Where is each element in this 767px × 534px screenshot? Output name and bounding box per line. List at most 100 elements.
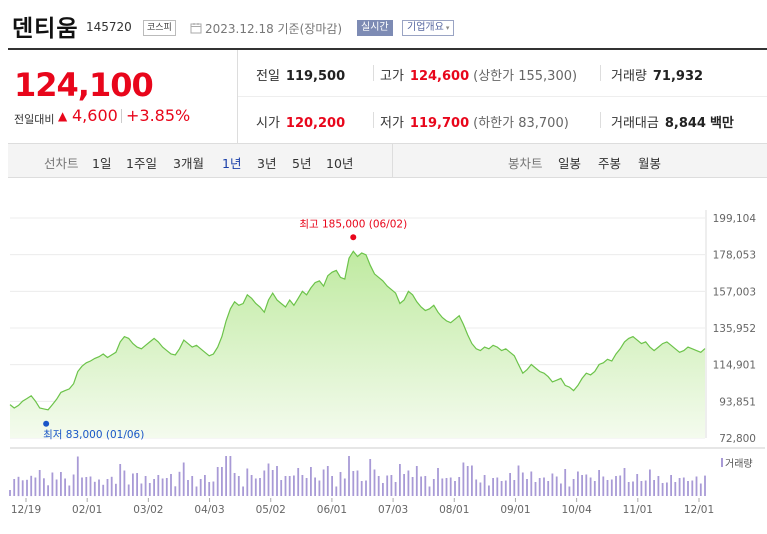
change-label: 전일대비 [14,113,55,126]
volume-bar [148,483,151,496]
volume-bar [636,474,639,496]
volume-cell: 거래량 71,932 [611,65,703,84]
y-tick-label: 114,901 [713,360,756,372]
low-cell: 저가 119,700 (하한가 83,700) [380,112,569,131]
divider [373,112,374,128]
volume-bar [581,475,583,496]
change-amount: 4,600 [72,106,118,125]
period-1w[interactable]: 1주일 [126,156,157,171]
volume-bar [34,477,37,496]
volume-bar [335,486,338,496]
period-3y[interactable]: 3년 [257,156,277,171]
volume-bar [521,472,524,496]
quote-row-2: 시가 120,200 저가 119,700 (하한가 83,700) 거래대금 8,84… [238,97,767,144]
x-tick-label: 04/03 [194,504,224,516]
volume-bar [695,476,698,496]
x-tick-label: 07/03 [378,504,408,516]
volume-bar [280,480,283,496]
volume-bar [585,474,588,496]
prev-close-label: 전일 [256,69,280,84]
amount-value: 8,844 [664,116,706,131]
open-value: 120,200 [285,116,346,131]
volume-bar [93,481,96,497]
high-label: 고가 [380,69,404,84]
quote-panel: 124,100 전일대비 ▲ 4,600 +3.85% 전일 119,500 고가… [8,48,767,144]
volume-bar [119,464,122,496]
volume-bar [407,470,410,496]
x-tick-label: 02/01 [72,504,102,516]
volume-bar [437,468,439,496]
volume-bar [68,485,71,496]
volume-bar [208,482,211,496]
volume-bar [267,463,270,496]
candle-weekly[interactable]: 주봉 [598,156,622,171]
realtime-button[interactable]: 실시간 [357,20,393,36]
volume-bar [98,479,100,496]
volume-bar [632,481,634,496]
volume-bar [589,477,592,496]
volume-bar [504,480,507,496]
prev-close-cell: 전일 119,500 [256,65,345,84]
amount-label: 거래대금 [611,116,659,131]
amount-unit: 백만 [709,116,734,131]
volume-bar [555,476,558,496]
volume-bar [538,478,541,496]
chevron-down-icon: ▾ [445,24,450,32]
volume-bar [445,478,448,496]
volume-bar [653,480,655,496]
volume-bar [449,477,452,496]
period-10y[interactable]: 10년 [326,156,354,171]
volume-bar [661,483,664,496]
volume-bar [483,475,486,496]
volume-bar [305,478,308,496]
volume-bar [51,472,54,496]
current-price-panel: 124,100 전일대비 ▲ 4,600 +3.85% [8,50,238,144]
volume-bar [547,481,550,496]
volume-bar [610,479,613,496]
volume-bar [174,486,177,497]
high-cell: 고가 124,600 (상한가 155,300) [380,65,577,84]
volume-bar [43,478,45,497]
period-1d[interactable]: 1일 [92,156,112,171]
volume-bar [513,480,516,496]
volume-bar [488,485,490,496]
change-percent: +3.85% [120,106,191,125]
volume-bar [352,471,355,496]
candle-monthly[interactable]: 월봉 [638,156,662,171]
volume-bar [649,469,651,496]
volume-bar [623,468,626,496]
stock-code: 145720 [86,20,132,34]
candle-daily[interactable]: 일봉 [558,156,582,171]
volume-bar [225,456,227,496]
volume-bar [458,477,461,496]
price-chart[interactable]: 199,104 178,053 157,003 135,952 114,901 93,85… [8,200,767,534]
volume-bar [187,480,189,496]
period-5y[interactable]: 5년 [292,156,312,171]
volume-bar [115,483,117,497]
volume-bar [373,469,376,496]
y-tick-label: 93,851 [719,396,756,408]
volume-bar [577,471,579,496]
x-tick-label: 10/04 [562,504,593,516]
volume-bar [415,466,418,496]
volume-bar [551,473,554,496]
divider [600,112,601,128]
volume-bar [165,478,168,496]
volume-bar [72,474,75,496]
volume-bar [704,475,706,496]
volume-bar [572,479,575,496]
period-3m[interactable]: 3개월 [173,156,204,171]
prev-close-value: 119,500 [285,69,346,84]
volume-bar [221,467,223,496]
min-label: 최저 83,000 (01/06) [43,429,144,441]
company-info-button[interactable]: 기업개요 ▾ [402,20,455,36]
volume-bar [640,481,643,496]
volume-bar [390,475,393,496]
volume-bar [132,473,134,496]
period-1y[interactable]: 1년 [222,156,242,171]
y-tick-label: 135,952 [713,323,756,335]
volume-bar [301,475,304,496]
volume-bar [670,475,672,496]
volume-legend: 거래량 [725,458,753,470]
volume-bar [432,479,435,496]
